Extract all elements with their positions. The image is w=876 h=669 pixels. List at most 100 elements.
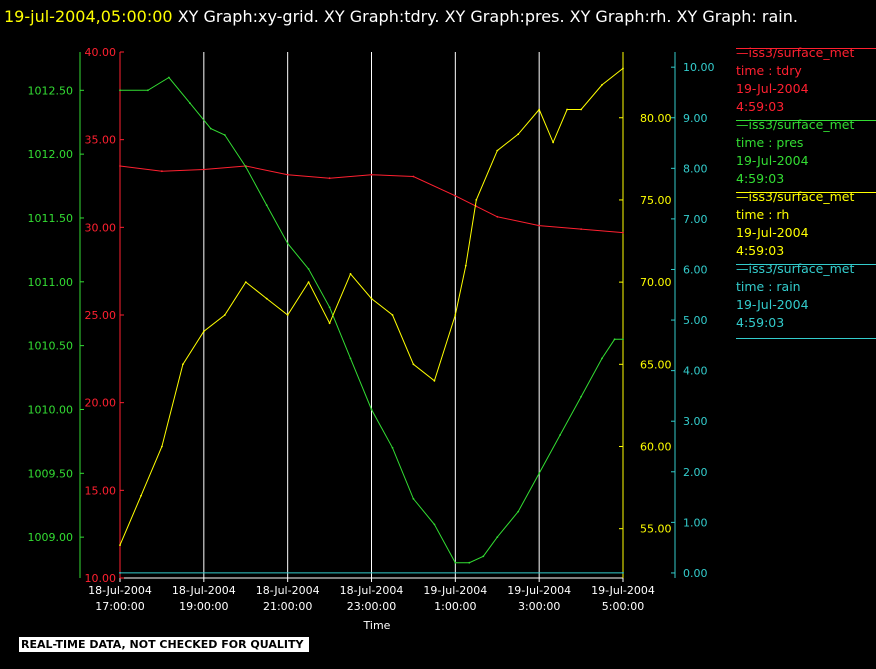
rh-data-point [580,108,582,111]
rain-tick-label: 2.00 [683,466,708,479]
rh-data-point [244,281,247,283]
tdry-tick-label: 20.00 [85,397,117,410]
tdry-data-point [412,175,415,178]
tdry-data-point [454,194,457,197]
pres-data-point [119,89,121,92]
rain-tick-label: 1.00 [683,516,708,529]
pres-data-point [580,395,582,398]
pres-data-point [189,102,191,104]
pres-data-point [412,497,415,500]
legend-separator [736,264,876,265]
legend-date: 19-Jul-2004 [736,153,809,168]
pres-data-point [622,338,624,341]
legend-series-name: —iss3/surface_met [736,261,855,276]
legend-separator [736,120,876,121]
legend-bottom-rule [736,338,876,339]
pres-data-point [433,523,436,526]
tdry-tick-label: 25.00 [85,309,117,322]
legend-date: 19-Jul-2004 [736,81,809,96]
legend-time: 4:59:03 [736,315,785,330]
pres-data-point [168,76,170,79]
tdry-data-point [538,224,541,227]
pres-data-point [265,204,268,207]
pres-tick-label: 1012.00 [28,148,74,161]
rh-data-point [454,314,457,316]
rain-tick-label: 0.00 [683,567,708,580]
legend-series-name: —iss3/surface_met [736,189,855,204]
rh-data-point [119,544,121,546]
pres-data-point [370,408,373,411]
rh-data-point [370,297,373,300]
rh-data-point [496,149,499,152]
rh-data-point [286,314,289,316]
x-tick-label-time: 19:00:00 [179,600,228,613]
pres-data-point [209,127,212,130]
legend-entry: —iss3/surface_met time : tdry 19-Jul-2004 4… [736,45,876,116]
rh-tick-label: 80.00 [640,112,672,125]
rh-data-point [328,322,331,325]
tdry-data-point [119,165,121,167]
legend-separator [736,48,876,49]
rain-tick-label: 7.00 [683,213,708,226]
pres-data-point [147,89,149,92]
legend-series-name: —iss3/surface_met [736,45,855,60]
pres-data-point [482,555,485,558]
rh-data-point [223,314,226,316]
pres-data-point [517,510,520,513]
tdry-data-point [286,173,289,176]
x-tick-label-time: 3:00:00 [518,600,560,613]
pres-tick-label: 1011.00 [28,276,74,289]
tdry-data-point [580,228,582,231]
legend-date: 19-Jul-2004 [736,225,809,240]
x-tick-label-date: 18-Jul-2004 [256,584,320,597]
rh-data-point [349,273,352,275]
tdry-tick-label: 40.00 [85,46,117,59]
pres-data-point [538,472,541,475]
legend-time: 4:59:03 [736,243,785,258]
rain-tick-label: 10.00 [683,61,715,74]
legend-time: 4:59:03 [736,99,785,114]
x-tick-label-time: 5:00:00 [602,600,644,613]
rh-data-point [552,141,554,144]
graph-titles: XY Graph:xy-grid. XY Graph:tdry. XY Grap… [177,7,798,26]
rh-data-point [265,297,268,300]
pres-tick-label: 1009.00 [28,531,74,544]
rh-tick-label: 70.00 [640,276,672,289]
timestamp: 19-jul-2004,05:00:00 [4,7,173,26]
rh-data-point [622,67,624,70]
tdry-series-line [119,165,624,234]
legend-variable: time : rain [736,279,801,294]
pres-tick-label: 1010.50 [28,340,74,353]
rh-data-point [566,108,568,111]
rain-tick-label: 4.00 [683,365,708,378]
pres-data-point [223,134,226,136]
rh-data-point [601,84,603,86]
rh-tick-label: 55.00 [640,523,672,536]
rain-tick-label: 8.00 [683,162,708,175]
x-tick-label-time: 1:00:00 [434,600,476,613]
pres-data-point [496,536,499,538]
rain-data-point [622,572,624,574]
rh-tick-label: 65.00 [640,358,672,371]
rain-data-point [119,572,121,574]
rh-data-point [538,108,541,111]
pres-tick-label: 1012.50 [28,84,74,97]
rh-data-point [475,199,478,201]
tdry-data-point [202,168,205,171]
tdry-data-point [370,173,373,176]
rh-data-point [464,264,467,267]
x-axis-label: Time [363,619,391,632]
legend-variable: time : pres [736,135,804,150]
pres-data-point [286,242,289,245]
pres-tick-label: 1010.00 [28,403,74,416]
rain-tick-label: 5.00 [683,314,708,327]
pres-data-point [328,306,331,309]
rh-data-point [140,494,142,497]
legend-entry: —iss3/surface_met time : rain 19-Jul-2004 4… [736,261,876,332]
rain-tick-label: 9.00 [683,112,708,125]
x-tick-label-date: 18-Jul-2004 [172,584,236,597]
tdry-tick-label: 10.00 [85,572,117,585]
tdry-tick-label: 30.00 [85,221,117,234]
legend-series-name: —iss3/surface_met [736,117,855,132]
x-tick-label-date: 18-Jul-2004 [88,584,152,597]
